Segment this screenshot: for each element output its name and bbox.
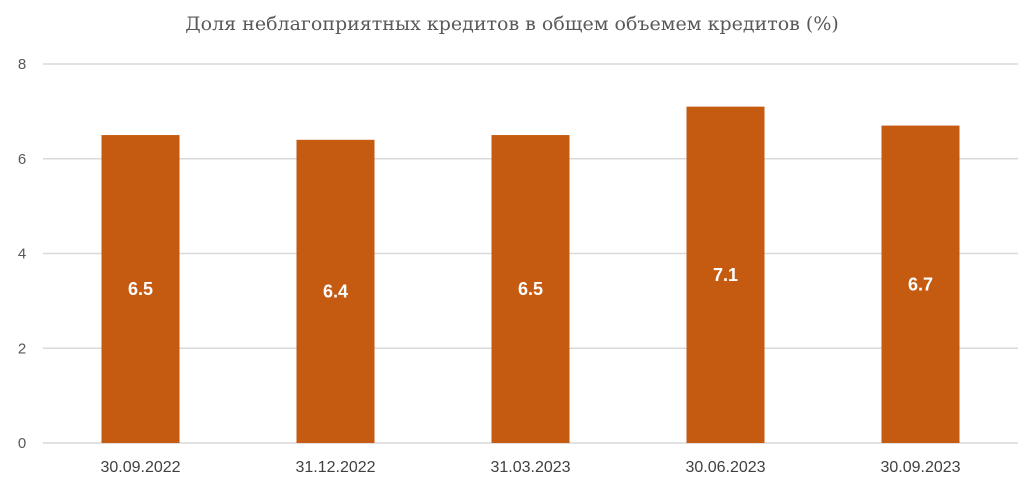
data-label: 6.7 [908,274,933,294]
bar [881,125,960,444]
bar [686,106,765,443]
y-tick-label: 8 [18,56,26,73]
x-tick-label: 31.03.2023 [490,459,570,476]
y-tick-label: 4 [18,246,26,263]
data-label: 7.1 [713,265,738,285]
bar [101,135,180,443]
x-tick-label: 30.09.2023 [880,459,960,476]
bar [296,139,375,444]
x-tick-label: 30.09.2022 [100,459,180,476]
chart-title: Доля неблагоприятных кредитов в общем об… [185,13,839,35]
data-label: 6.5 [128,279,153,299]
data-label: 6.4 [323,281,348,301]
data-label: 6.5 [518,279,543,299]
y-tick-label: 6 [18,151,26,168]
y-tick-label: 0 [18,435,26,452]
y-tick-label: 2 [18,340,26,357]
x-tick-label: 30.06.2023 [685,459,765,476]
x-tick-label: 31.12.2022 [295,459,375,476]
bar [491,135,570,443]
